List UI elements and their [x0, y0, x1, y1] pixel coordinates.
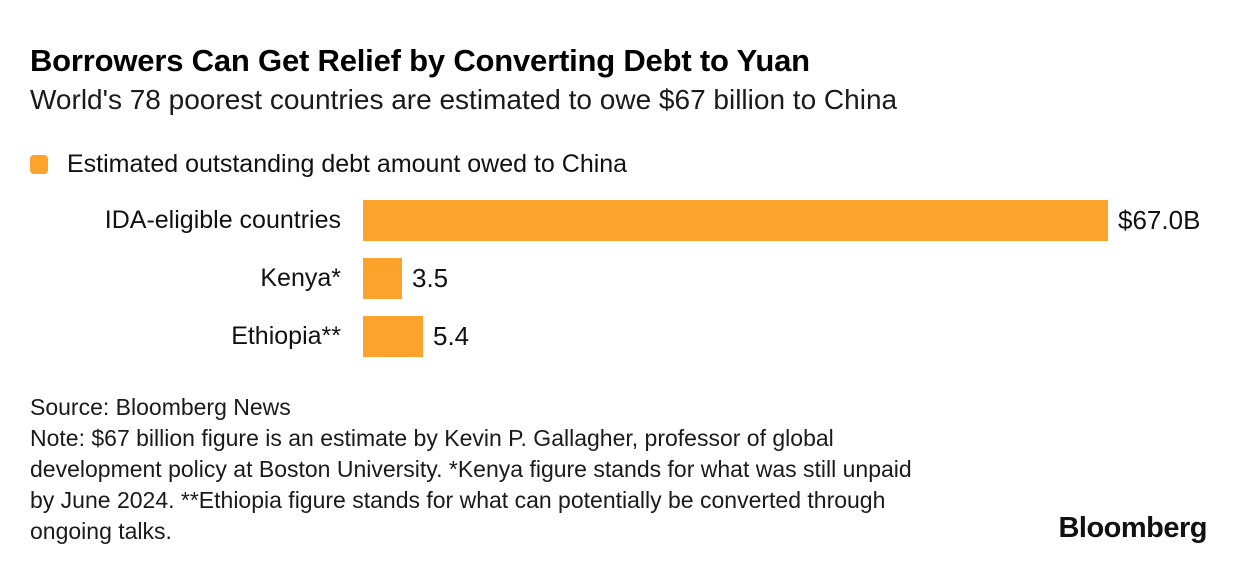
chart-subtitle: World's 78 poorest countries are estimat… [30, 84, 898, 115]
value-label: 3.5 [412, 263, 449, 293]
footer: Source: Bloomberg News Note: $67 billion… [30, 392, 1205, 547]
bar-chart: IDA-eligible countries $67.0B Kenya* 3.5… [30, 200, 1205, 357]
category-label: Ethiopia** [231, 322, 341, 350]
note-line: Note: $67 billion figure is an estimate … [30, 425, 834, 451]
legend-swatch-icon [30, 154, 48, 174]
bar [363, 258, 402, 299]
note-line: ongoing talks. [30, 518, 172, 544]
bloomberg-logo: Bloomberg [1058, 512, 1207, 544]
bar [363, 316, 423, 357]
note-line: by June 2024. **Ethiopia figure stands f… [30, 487, 886, 513]
chart-title: Borrowers Can Get Relief by Converting D… [30, 43, 810, 78]
source-text: Source: Bloomberg News [30, 394, 291, 420]
bar [363, 200, 1108, 241]
note-line: development policy at Boston University.… [30, 456, 912, 482]
value-label: 5.4 [433, 321, 470, 351]
value-label: $67.0B [1118, 205, 1201, 235]
legend-label: Estimated outstanding debt amount owed t… [67, 150, 628, 178]
legend: Estimated outstanding debt amount owed t… [30, 151, 1205, 177]
bar-row: Ethiopia** 5.4 [30, 316, 1205, 357]
category-label: Kenya* [260, 264, 341, 292]
chart-content: Borrowers Can Get Relief by Converting D… [30, 43, 1205, 547]
category-label: IDA-eligible countries [104, 206, 341, 234]
bar-row: Kenya* 3.5 [30, 258, 1205, 299]
bar-row: IDA-eligible countries $67.0B [30, 200, 1205, 241]
